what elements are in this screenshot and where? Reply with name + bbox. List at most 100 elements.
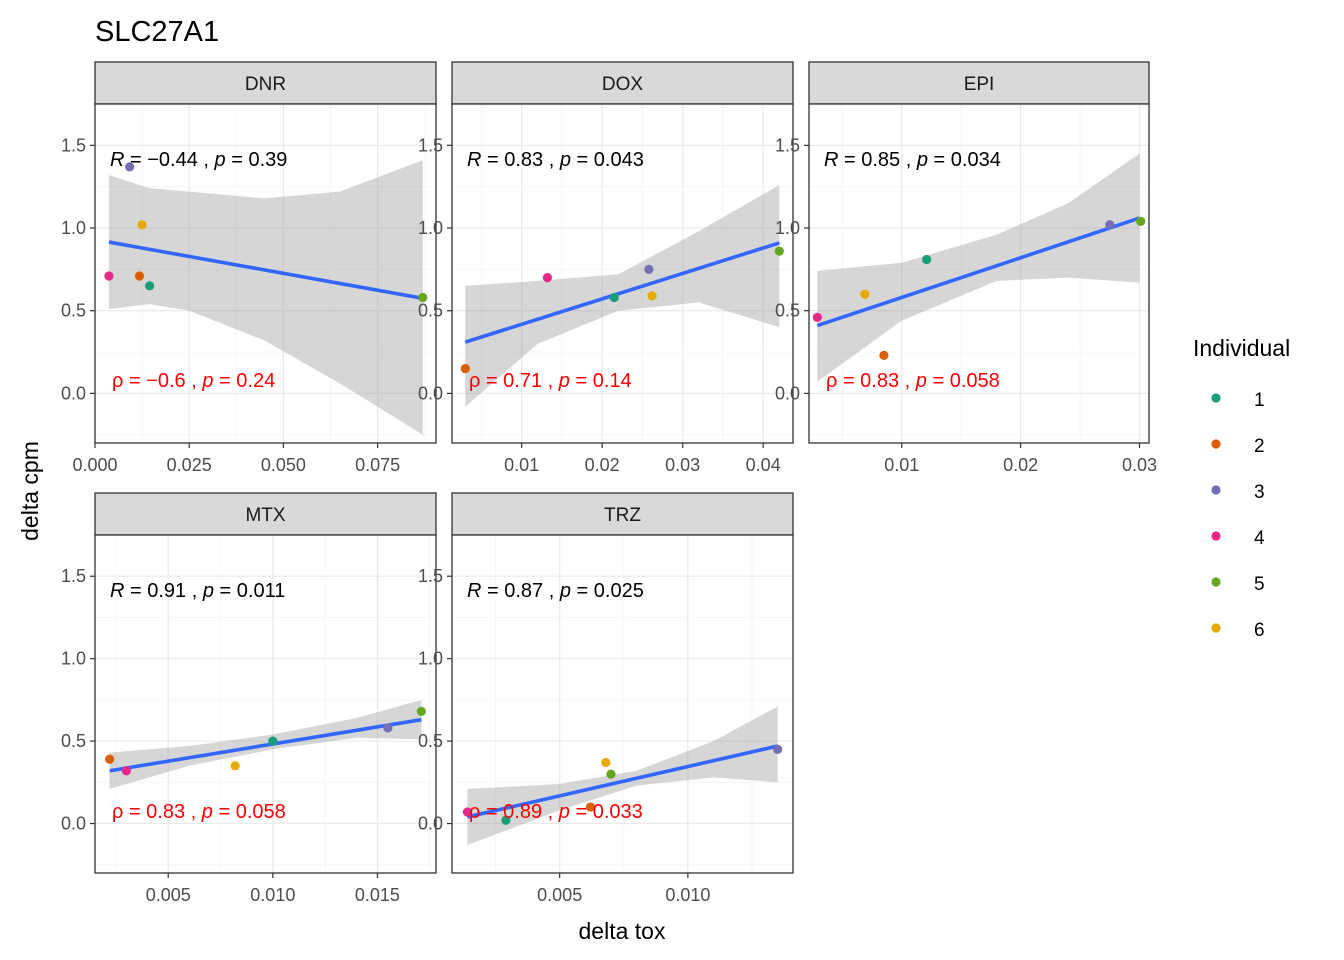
y-tick-label: 1.5 bbox=[418, 135, 443, 155]
data-points bbox=[104, 162, 428, 303]
spearman-rho-symbol: ρ bbox=[112, 370, 123, 392]
pearson-r-value: = 0.87 , bbox=[481, 580, 559, 602]
facet-dox: DOX R = 0.83 , p = 0.043 ρ = 0.71 , p = 0.… bbox=[418, 61, 794, 475]
spearman-label: ρ = 0.71 , p = 0.14 bbox=[469, 370, 632, 392]
data-point-individual-6 bbox=[647, 291, 657, 301]
data-point-individual-4 bbox=[104, 271, 114, 281]
y-tick-label: 0.0 bbox=[61, 814, 86, 834]
data-point-individual-3 bbox=[383, 723, 393, 733]
y-tick-label: 1.5 bbox=[61, 135, 86, 155]
confidence-band bbox=[817, 153, 1140, 382]
data-point-individual-2 bbox=[105, 754, 115, 764]
data-point-individual-5 bbox=[774, 246, 784, 256]
x-tick-label: 0.005 bbox=[146, 885, 191, 905]
facet-trz: TRZ R = 0.87 , p = 0.025 ρ = 0.89 , p = 0.… bbox=[418, 492, 794, 905]
legend-key-individual-5 bbox=[1211, 577, 1221, 587]
spearman-rho-symbol: ρ bbox=[112, 801, 123, 823]
y-tick-label: 0.0 bbox=[418, 814, 443, 834]
strip-background bbox=[451, 492, 794, 536]
data-point-individual-3 bbox=[1105, 220, 1115, 230]
pearson-label: R = 0.85 , p = 0.034 bbox=[824, 149, 1001, 171]
spearman-rho-symbol: ρ bbox=[469, 801, 480, 823]
data-point-individual-5 bbox=[606, 769, 616, 779]
facet-dnr: DNR R = −0.44 , p = 0.39 ρ = −0.6 , p = 0.… bbox=[61, 61, 437, 475]
data-point-individual-3 bbox=[644, 264, 654, 274]
spearman-rho-value: = 0.83 , bbox=[123, 801, 201, 823]
y-tick-label: 1.0 bbox=[61, 218, 86, 238]
chart-title: SLC27A1 bbox=[95, 16, 219, 48]
legend-label-individual-1: 1 bbox=[1254, 390, 1265, 411]
spearman-p-value: = 0.24 bbox=[213, 370, 275, 392]
spearman-p-value: = 0.058 bbox=[213, 801, 286, 823]
spearman-p-symbol: p bbox=[558, 801, 570, 823]
data-point-individual-5 bbox=[418, 292, 428, 303]
legend-label-individual-3: 3 bbox=[1254, 482, 1265, 503]
pearson-r-symbol: R bbox=[467, 149, 481, 171]
pearson-p-symbol: p bbox=[559, 580, 571, 602]
pearson-p-value: = 0.011 bbox=[214, 580, 285, 602]
y-tick-label: 0.5 bbox=[775, 301, 800, 321]
facet-epi: EPI R = 0.85 , p = 0.034 ρ = 0.83 , p = 0.… bbox=[775, 61, 1157, 475]
data-point-individual-2 bbox=[879, 350, 889, 360]
legend-title: Individual bbox=[1193, 335, 1290, 361]
spearman-p-value: = 0.058 bbox=[927, 370, 1000, 392]
spearman-rho-value: = 0.71 , bbox=[480, 370, 558, 392]
pearson-p-symbol: p bbox=[202, 580, 214, 602]
pearson-r-value: = 0.83 , bbox=[481, 149, 559, 171]
x-tick-label: 0.03 bbox=[1122, 455, 1157, 475]
spearman-rho-value: = 0.89 , bbox=[480, 801, 558, 823]
gridlines bbox=[452, 104, 793, 443]
spearman-label: ρ = 0.83 , p = 0.058 bbox=[112, 801, 286, 823]
x-tick-label: 0.01 bbox=[884, 455, 919, 475]
y-tick-label: 1.0 bbox=[418, 649, 443, 669]
data-points bbox=[812, 216, 1146, 360]
data-point-individual-6 bbox=[137, 220, 147, 230]
panel-border bbox=[94, 534, 437, 874]
data-point-individual-6 bbox=[601, 757, 611, 768]
x-tick-label: 0.075 bbox=[355, 455, 400, 475]
pearson-label: R = −0.44 , p = 0.39 bbox=[110, 149, 287, 171]
data-points bbox=[460, 246, 784, 374]
data-point-individual-5 bbox=[416, 706, 426, 717]
data-point-individual-6 bbox=[860, 289, 870, 299]
spearman-label: ρ = 0.89 , p = 0.033 bbox=[469, 801, 643, 823]
data-point-individual-4 bbox=[121, 766, 131, 776]
data-point-individual-1 bbox=[268, 736, 278, 746]
regression-line bbox=[466, 744, 779, 819]
x-axis-title: delta tox bbox=[579, 918, 666, 944]
x-tick-label: 0.010 bbox=[665, 885, 710, 905]
strip-label: DNR bbox=[245, 74, 286, 95]
pearson-label: R = 0.87 , p = 0.025 bbox=[467, 580, 644, 602]
data-point-individual-1 bbox=[922, 254, 932, 265]
spearman-rho-symbol: ρ bbox=[826, 370, 837, 392]
pearson-r-symbol: R bbox=[110, 580, 124, 602]
spearman-p-value: = 0.14 bbox=[570, 370, 632, 392]
panel-background bbox=[95, 535, 436, 873]
strip-background bbox=[94, 61, 437, 105]
y-tick-label: 0.5 bbox=[418, 731, 443, 751]
y-tick-label: 1.5 bbox=[61, 566, 86, 586]
regression-line bbox=[816, 216, 1141, 328]
pearson-p-symbol: p bbox=[916, 149, 928, 171]
x-tick-label: 0.02 bbox=[585, 455, 620, 475]
y-tick-label: 0.5 bbox=[418, 301, 443, 321]
y-tick-label: 0.0 bbox=[61, 383, 86, 403]
data-points bbox=[105, 706, 426, 776]
spearman-label: ρ = −0.6 , p = 0.24 bbox=[112, 370, 275, 392]
legend-label-individual-4: 4 bbox=[1254, 528, 1265, 549]
pearson-r-value: = 0.85 , bbox=[838, 149, 916, 171]
legend: Individual 1 2 3 4 5 6 bbox=[1193, 335, 1290, 641]
spearman-p-symbol: p bbox=[915, 370, 927, 392]
data-point-individual-3 bbox=[773, 744, 783, 754]
legend-key-individual-4 bbox=[1211, 531, 1221, 541]
panel-border bbox=[808, 103, 1150, 444]
legend-key-individual-3 bbox=[1211, 485, 1221, 495]
data-point-individual-4 bbox=[542, 273, 553, 283]
data-points bbox=[462, 744, 783, 825]
confidence-band bbox=[467, 706, 778, 845]
legend-label-individual-6: 6 bbox=[1254, 620, 1265, 641]
pearson-r-symbol: R bbox=[467, 580, 481, 602]
pearson-label: R = 0.83 , p = 0.043 bbox=[467, 149, 644, 171]
pearson-p-value: = 0.025 bbox=[571, 580, 644, 602]
panel-border bbox=[451, 534, 794, 874]
